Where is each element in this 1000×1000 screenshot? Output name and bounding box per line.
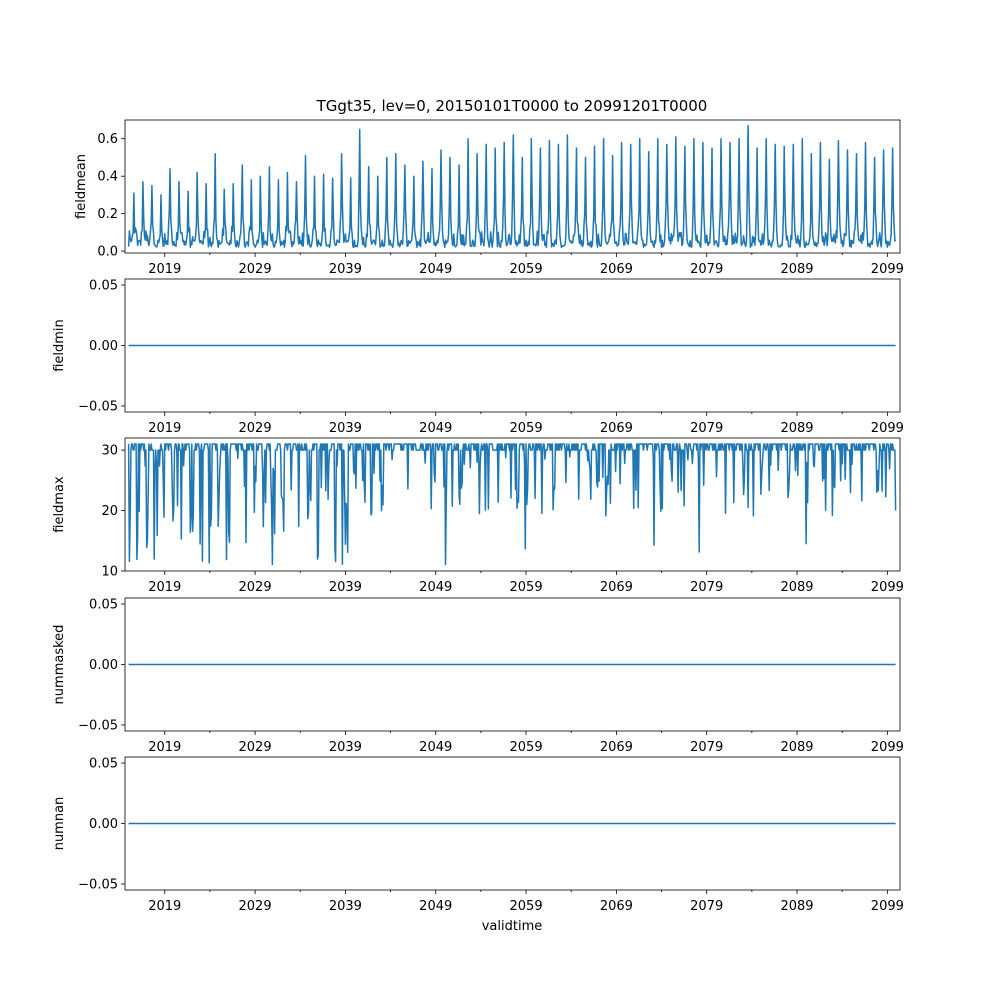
fieldmean-xtick-label: 2079: [690, 262, 723, 277]
nummasked-xtick-label: 2059: [510, 740, 543, 755]
fieldmin-y-axis-label: fieldmin: [52, 319, 67, 372]
fieldmax-xtick-label: 2079: [690, 580, 723, 595]
fieldmean-ytick-label: 0.6: [97, 132, 118, 147]
fieldmax-xtick-label: 2069: [600, 580, 633, 595]
fieldmax-ytick-label: 10: [101, 565, 118, 580]
numnan-xtick-label: 2029: [239, 899, 272, 914]
fieldmax-xtick-label: 2039: [329, 580, 362, 595]
fieldmin-xtick-label: 2069: [600, 421, 633, 436]
nummasked-ytick-label: 0.05: [89, 598, 118, 613]
fieldmin-xtick-label: 2089: [780, 421, 813, 436]
numnan-xtick-label: 2069: [600, 899, 633, 914]
fieldmax-ytick-label: 20: [101, 504, 118, 519]
nummasked-xtick-label: 2039: [329, 740, 362, 755]
fieldmin-xtick-label: 2039: [329, 421, 362, 436]
numnan-xtick-label: 2039: [329, 899, 362, 914]
fieldmax-line: [127, 443, 897, 566]
fieldmin-ytick-label: −0.05: [78, 399, 118, 414]
fieldmean-axes-frame: [124, 119, 901, 254]
nummasked-xtick-label: 2069: [600, 740, 633, 755]
numnan-ytick-label: 0.05: [89, 757, 118, 772]
panel-nummasked: −0.05 0.00 0.05 nummasked 2019 2029 2039 2049 20…: [52, 598, 904, 755]
numnan-ytick-label: 0.00: [89, 817, 118, 832]
fieldmax-xtick-label: 2029: [239, 580, 272, 595]
numnan-xtick-label: 2019: [148, 899, 181, 914]
nummasked-ytick-label: −0.05: [78, 718, 118, 733]
nummasked-xtick-label: 2079: [690, 740, 723, 755]
nummasked-y-axis-label: nummasked: [52, 625, 67, 705]
panel-numnan: −0.05 0.00 0.05 numnan 2019 2029 2039 2049 2059 2…: [52, 757, 904, 914]
panel-fieldmax: 10 20 30 fieldmax 2019 2029 2039 2049 2059 2069 20…: [52, 437, 904, 595]
numnan-xtick-label: 2049: [419, 899, 452, 914]
numnan-ytick-label: −0.05: [78, 877, 118, 892]
fieldmin-ytick-label: 0.00: [89, 339, 118, 354]
fieldmax-y-axis-label: fieldmax: [52, 476, 67, 533]
fieldmax-xtick-label: 2059: [510, 580, 543, 595]
panel-fieldmin: −0.05 0.00 0.05 fieldmin 2019 2029 2039 2049 205…: [52, 279, 904, 436]
numnan-y-axis-label: numnan: [52, 797, 67, 851]
fieldmean-ytick-label: 0.2: [97, 207, 118, 222]
fieldmax-xtick-label: 2049: [419, 580, 452, 595]
fieldmin-xtick-label: 2099: [871, 421, 904, 436]
chart-title: TGgt35, lev=0, 20150101T0000 to 20991201…: [316, 97, 708, 115]
x-axis-label: validtime: [482, 919, 543, 934]
fieldmin-ytick-label: 0.05: [89, 279, 118, 294]
fieldmin-xtick-label: 2079: [690, 421, 723, 436]
fieldmin-xtick-label: 2049: [419, 421, 452, 436]
numnan-xtick-label: 2059: [510, 899, 543, 914]
fieldmean-xtick-label: 2059: [510, 262, 543, 277]
fieldmean-xtick-label: 2069: [600, 262, 633, 277]
fieldmean-xtick-label: 2019: [148, 262, 181, 277]
fieldmax-xtick-label: 2089: [780, 580, 813, 595]
fieldmean-xtick-label: 2029: [239, 262, 272, 277]
numnan-xtick-label: 2099: [871, 899, 904, 914]
fieldmin-xtick-label: 2019: [148, 421, 181, 436]
fieldmin-xtick-label: 2029: [239, 421, 272, 436]
fieldmax-xtick-label: 2019: [148, 580, 181, 595]
fieldmean-xtick-label: 2089: [780, 262, 813, 277]
fieldmean-xtick-label: 2099: [871, 262, 904, 277]
nummasked-ytick-label: 0.00: [89, 658, 118, 673]
nummasked-xtick-label: 2049: [419, 740, 452, 755]
fieldmin-xtick-label: 2059: [510, 421, 543, 436]
fieldmax-ytick-label: 30: [101, 444, 118, 459]
nummasked-xtick-label: 2029: [239, 740, 272, 755]
fieldmean-ytick-label: 0.4: [97, 170, 118, 185]
numnan-xtick-label: 2079: [690, 899, 723, 914]
panel-fieldmean: 0.0 0.2 0.4 0.6 fieldmean 2019 2029 2039 2049 205…: [74, 119, 904, 277]
fieldmean-line: [127, 124, 897, 249]
fieldmean-xtick-label: 2039: [329, 262, 362, 277]
numnan-xtick-label: 2089: [780, 899, 813, 914]
fieldmean-y-axis-label: fieldmean: [74, 154, 89, 219]
nummasked-xtick-label: 2099: [871, 740, 904, 755]
fieldmean-xtick-label: 2049: [419, 262, 452, 277]
fieldmax-xtick-label: 2099: [871, 580, 904, 595]
fieldmax-axes-frame: [124, 437, 901, 572]
nummasked-xtick-label: 2019: [148, 740, 181, 755]
fieldmean-ytick-label: 0.0: [97, 245, 118, 260]
nummasked-xtick-label: 2089: [780, 740, 813, 755]
